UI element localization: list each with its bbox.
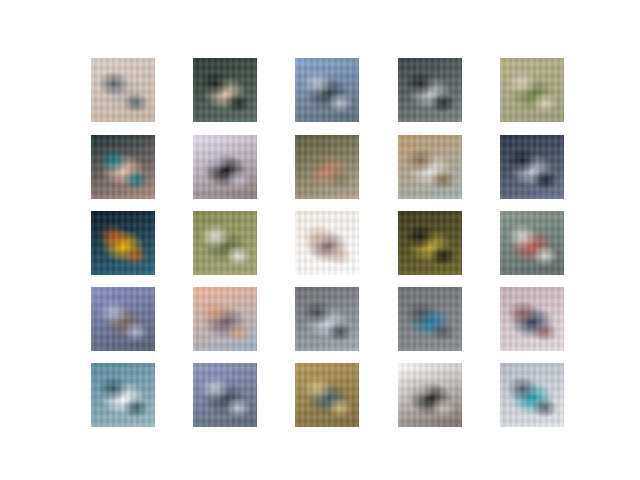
sample-tile	[398, 363, 462, 427]
tile-noise-overlay	[193, 363, 257, 427]
tile-noise-overlay	[398, 211, 462, 275]
tile-noise-overlay	[295, 287, 359, 351]
tile-shadow-blob	[295, 287, 359, 351]
tile-shadow-blob	[295, 363, 359, 427]
tile-noise-overlay	[295, 211, 359, 275]
tile-noise-overlay	[398, 287, 462, 351]
tile-shadow-blob	[91, 287, 155, 351]
tile-noise-overlay	[193, 58, 257, 122]
tile-shadow-blob	[91, 363, 155, 427]
sample-tile	[91, 287, 155, 351]
sample-tile	[91, 211, 155, 275]
tile-shadow-blob	[295, 58, 359, 122]
sample-tile	[91, 135, 155, 199]
sample-tile	[295, 287, 359, 351]
sample-tile	[193, 287, 257, 351]
sample-tile	[91, 58, 155, 122]
tile-noise-overlay	[193, 135, 257, 199]
tile-noise-overlay	[398, 363, 462, 427]
tile-noise-overlay	[91, 211, 155, 275]
tile-noise-overlay	[500, 135, 564, 199]
sample-tile	[500, 211, 564, 275]
sample-tile	[398, 287, 462, 351]
sample-tile	[398, 211, 462, 275]
tile-noise-overlay	[91, 135, 155, 199]
sample-tile	[500, 287, 564, 351]
sample-tile	[91, 363, 155, 427]
sample-tile	[295, 211, 359, 275]
tile-shadow-blob	[398, 211, 462, 275]
tile-shadow-blob	[295, 211, 359, 275]
sample-tile	[193, 58, 257, 122]
tile-noise-overlay	[91, 58, 155, 122]
tile-shadow-blob	[193, 58, 257, 122]
sample-tile	[398, 135, 462, 199]
tile-noise-overlay	[193, 287, 257, 351]
tile-noise-overlay	[398, 58, 462, 122]
tile-shadow-blob	[398, 58, 462, 122]
tile-shadow-blob	[193, 363, 257, 427]
sample-tile	[500, 135, 564, 199]
tile-shadow-blob	[91, 58, 155, 122]
tile-shadow-blob	[500, 58, 564, 122]
sample-tile	[193, 211, 257, 275]
tile-noise-overlay	[295, 58, 359, 122]
tile-shadow-blob	[500, 211, 564, 275]
tile-shadow-blob	[193, 287, 257, 351]
tile-noise-overlay	[500, 211, 564, 275]
tile-shadow-blob	[91, 135, 155, 199]
tile-shadow-blob	[500, 287, 564, 351]
sample-tile	[295, 58, 359, 122]
tile-noise-overlay	[193, 211, 257, 275]
tile-shadow-blob	[398, 135, 462, 199]
sample-tile	[193, 363, 257, 427]
sample-tile	[500, 363, 564, 427]
tile-noise-overlay	[91, 363, 155, 427]
sample-tile	[398, 58, 462, 122]
tile-noise-overlay	[500, 58, 564, 122]
tile-shadow-blob	[193, 135, 257, 199]
sample-tile	[295, 135, 359, 199]
tile-shadow-blob	[500, 135, 564, 199]
tile-shadow-blob	[398, 363, 462, 427]
sample-tile	[500, 58, 564, 122]
tile-noise-overlay	[398, 135, 462, 199]
tile-noise-overlay	[500, 287, 564, 351]
tile-noise-overlay	[500, 363, 564, 427]
tile-shadow-blob	[193, 211, 257, 275]
sample-tile	[193, 135, 257, 199]
tile-shadow-blob	[500, 363, 564, 427]
tile-shadow-blob	[398, 287, 462, 351]
sample-tile	[295, 363, 359, 427]
tile-shadow-blob	[91, 211, 155, 275]
tile-noise-overlay	[91, 287, 155, 351]
tile-shadow-blob	[295, 135, 359, 199]
tile-noise-overlay	[295, 363, 359, 427]
tile-noise-overlay	[295, 135, 359, 199]
